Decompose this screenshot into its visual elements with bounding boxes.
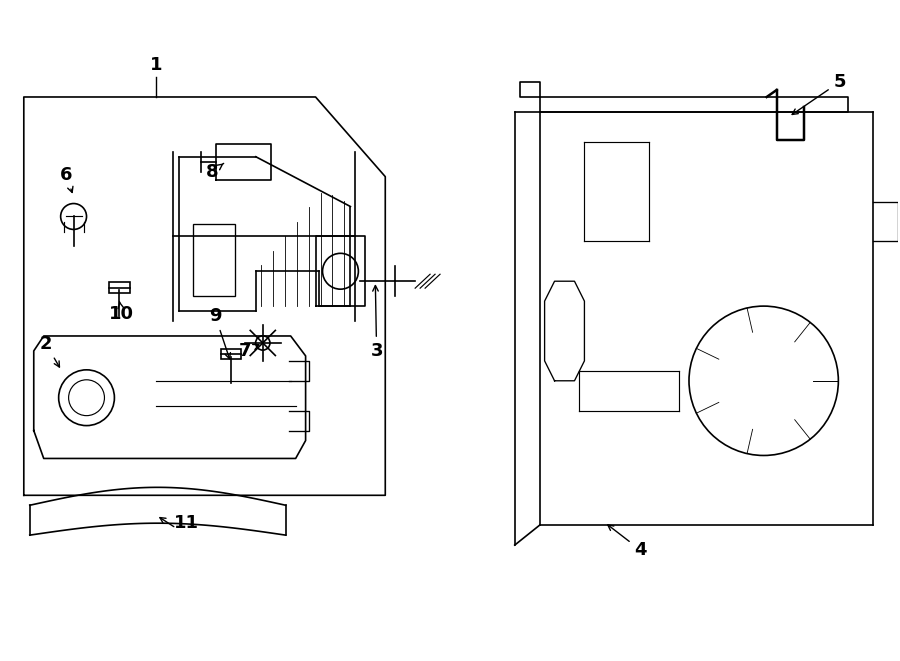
Text: 7: 7 xyxy=(238,342,259,360)
Text: 3: 3 xyxy=(370,286,382,360)
Text: 4: 4 xyxy=(608,525,647,559)
Text: 5: 5 xyxy=(792,73,846,114)
Text: 10: 10 xyxy=(110,302,134,323)
Text: 6: 6 xyxy=(59,166,73,192)
Text: 1: 1 xyxy=(150,56,163,74)
Text: 2: 2 xyxy=(40,335,59,367)
Bar xyxy=(109,282,130,293)
Text: 8: 8 xyxy=(206,163,224,180)
Bar xyxy=(194,225,235,296)
Text: 9: 9 xyxy=(209,307,230,359)
Text: 11: 11 xyxy=(174,514,199,532)
Bar xyxy=(220,349,241,360)
